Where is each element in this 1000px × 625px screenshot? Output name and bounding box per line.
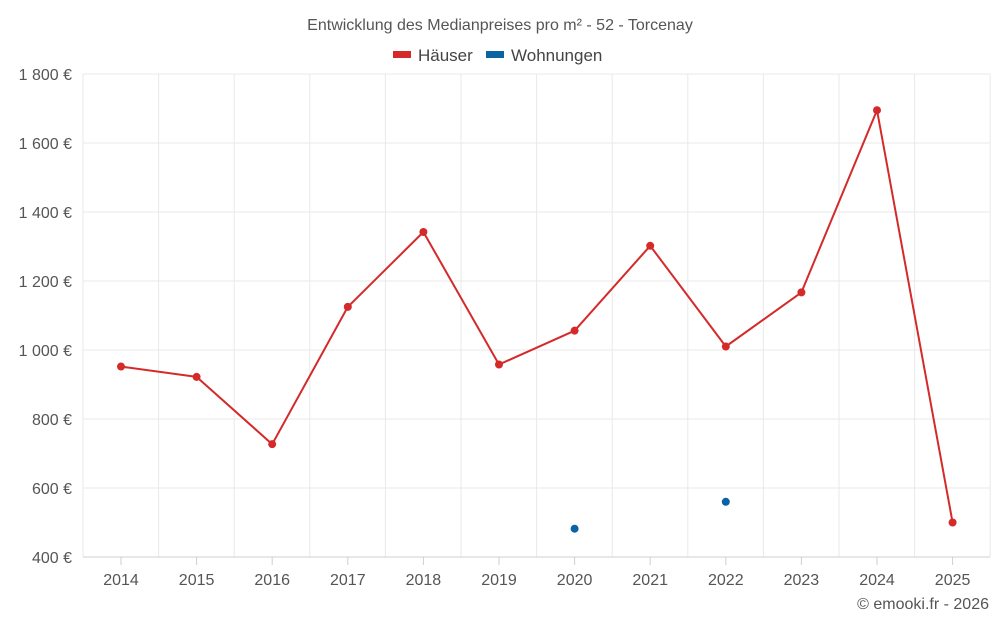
legend: Häuser Wohnungen	[393, 46, 602, 65]
point-haeuser-2023[interactable]	[797, 288, 806, 297]
legend-swatch-haeuser[interactable]	[393, 51, 411, 58]
grid	[82, 73, 991, 558]
point-haeuser-2024[interactable]	[873, 106, 881, 115]
y-tick-label: 400 €	[32, 550, 72, 567]
point-haeuser-2022[interactable]	[721, 342, 730, 351]
point-haeuser-2015[interactable]	[192, 372, 201, 381]
x-tick-label: 2018	[406, 572, 442, 589]
point-haeuser-2020[interactable]	[570, 326, 579, 335]
x-tick-label: 2015	[179, 572, 215, 589]
point-haeuser-2017[interactable]	[343, 302, 352, 311]
x-tick-label: 2014	[103, 572, 139, 589]
legend-swatch-wohnungen[interactable]	[486, 51, 504, 58]
x-tick-label: 2025	[935, 572, 971, 589]
y-tick-label: 800 €	[32, 412, 72, 429]
legend-label-wohnungen[interactable]: Wohnungen	[511, 46, 602, 65]
y-tick-label: 1 600 €	[19, 136, 72, 153]
x-tick-label: 2021	[632, 572, 668, 589]
chart-title: Entwicklung des Medianpreises pro m² - 5…	[307, 17, 693, 34]
point-haeuser-2016[interactable]	[268, 440, 277, 449]
x-tick-label: 2017	[330, 572, 366, 589]
credit-text: © emooki.fr - 2026	[857, 596, 989, 613]
point-haeuser-2018[interactable]	[419, 228, 428, 237]
point-haeuser-2025[interactable]	[948, 518, 957, 527]
x-axis: 2014 2015 2016 2017 2018 2019 2020 2021 2022 2023…	[83, 556, 990, 589]
x-tick-label: 2020	[557, 572, 593, 589]
series-layer	[117, 106, 957, 533]
y-tick-label: 1 800 €	[19, 67, 72, 84]
x-tick-label: 2019	[481, 572, 517, 589]
y-axis: 400 € 600 € 800 € 1 000 € 1 200 € 1 400 € 1 60…	[19, 67, 72, 567]
legend-label-haeuser[interactable]: Häuser	[418, 46, 473, 65]
x-tick-label: 2022	[708, 572, 744, 589]
y-tick-label: 1 400 €	[19, 205, 72, 222]
x-tick-label: 2023	[784, 572, 820, 589]
x-tick-label: 2016	[254, 572, 290, 589]
point-wohnungen-2020[interactable]	[570, 524, 579, 533]
y-tick-label: 600 €	[32, 481, 72, 498]
x-tick-label: 2024	[859, 572, 895, 589]
point-haeuser-2021[interactable]	[646, 241, 655, 250]
y-tick-label: 1 200 €	[19, 274, 72, 291]
series-line-haeuser	[120, 109, 954, 523]
point-wohnungen-2022[interactable]	[721, 497, 730, 506]
point-haeuser-2014[interactable]	[117, 362, 125, 371]
point-haeuser-2019[interactable]	[495, 360, 503, 369]
y-tick-label: 1 000 €	[19, 343, 72, 360]
